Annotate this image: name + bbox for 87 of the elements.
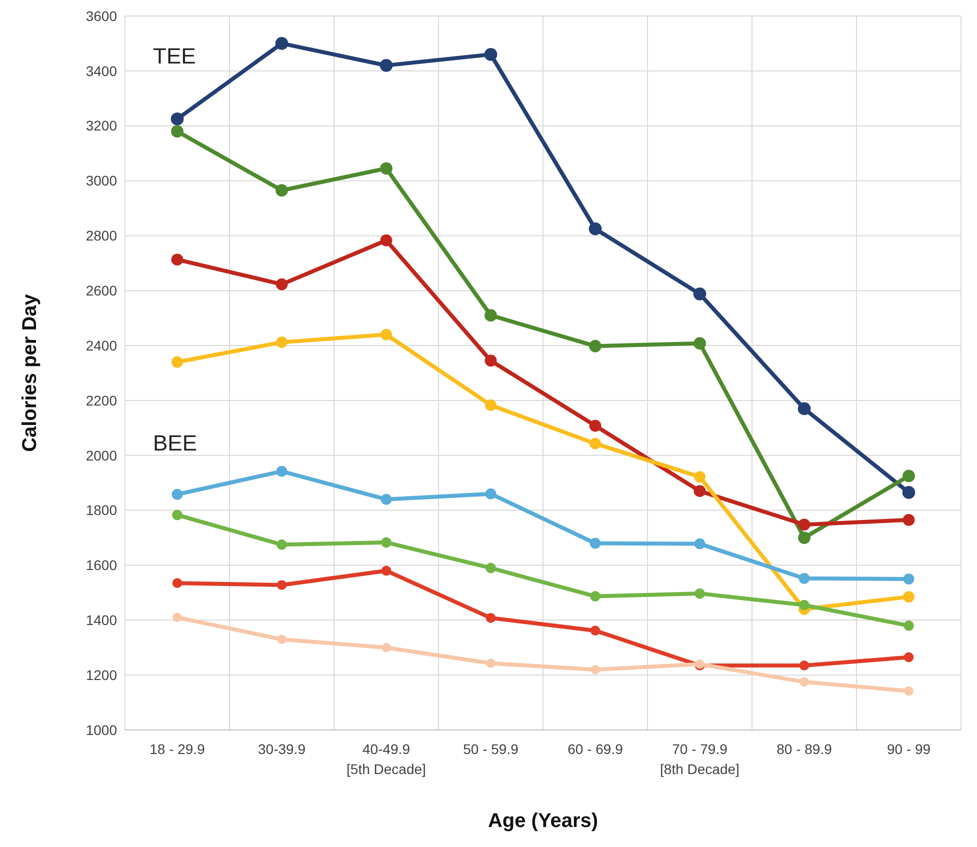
point — [798, 402, 811, 416]
point — [276, 466, 288, 477]
point — [694, 337, 706, 350]
point — [170, 112, 184, 126]
point — [904, 652, 914, 662]
point — [590, 664, 600, 674]
point — [902, 470, 915, 482]
point — [903, 591, 914, 603]
x-tick-label: 80 - 89.9 — [776, 741, 832, 757]
y-tick-label: 3000 — [86, 172, 118, 189]
point — [590, 591, 600, 602]
point — [171, 254, 184, 266]
x-tick-label: 60 - 69.9 — [568, 741, 624, 757]
y-tick-label: 2600 — [86, 282, 118, 299]
point — [486, 658, 496, 668]
annotation: TEE — [153, 44, 196, 69]
point — [276, 539, 287, 550]
point — [589, 340, 602, 352]
point — [380, 328, 392, 340]
point — [484, 354, 497, 367]
point — [694, 588, 705, 599]
y-tick-label: 2000 — [86, 447, 118, 464]
point — [171, 125, 184, 138]
y-tick-label: 1000 — [86, 722, 118, 738]
y-tick-label: 1200 — [86, 666, 118, 683]
x-tick-label: 90 - 99 — [886, 741, 931, 757]
point — [486, 613, 496, 623]
point — [590, 438, 601, 450]
y-tick-label: 1400 — [86, 612, 118, 628]
point — [381, 537, 392, 548]
point — [798, 532, 810, 544]
point — [590, 626, 600, 636]
point — [172, 578, 182, 588]
point — [484, 309, 497, 322]
point — [172, 356, 183, 368]
y-tick-label: 2400 — [86, 337, 118, 354]
point — [903, 574, 914, 584]
y-tick-label: 3600 — [86, 8, 118, 24]
point — [275, 37, 288, 50]
point — [380, 59, 393, 72]
point — [588, 222, 602, 236]
point — [381, 566, 392, 576]
point — [589, 420, 602, 432]
point — [276, 278, 288, 290]
y-tick-label: 2800 — [86, 228, 118, 244]
point — [484, 48, 498, 61]
point — [380, 494, 392, 505]
y-tick-label: 1600 — [86, 557, 118, 574]
y-axis-title: Calories per Day — [19, 293, 41, 452]
point — [382, 643, 391, 652]
point — [485, 488, 496, 500]
point — [380, 162, 392, 175]
point — [172, 612, 182, 622]
y-tick-label: 3400 — [86, 62, 118, 79]
point — [277, 634, 286, 644]
x-tick-label: 70 - 79.9 [8th Decade] — [660, 741, 740, 777]
point — [590, 538, 601, 549]
point — [799, 600, 810, 610]
x-axis-title: Age (Years) — [488, 810, 598, 832]
x-tick-label: 50 - 59.9 — [463, 741, 519, 757]
point — [276, 184, 288, 197]
point — [172, 510, 182, 520]
x-tick-label: 30-39.9 — [258, 741, 306, 757]
point — [694, 485, 706, 498]
point — [380, 234, 392, 246]
point — [694, 471, 706, 483]
point — [172, 488, 183, 500]
annotation: BEE — [153, 430, 198, 456]
point — [694, 538, 706, 550]
x-tick-label: 18 - 29.9 — [150, 741, 206, 757]
point — [799, 660, 810, 670]
point — [800, 677, 809, 687]
point — [276, 336, 288, 348]
point — [798, 518, 810, 531]
point — [693, 287, 706, 300]
point — [485, 399, 496, 411]
point — [902, 514, 915, 526]
y-tick-label: 2200 — [86, 392, 118, 408]
point — [904, 620, 914, 631]
point — [486, 562, 496, 574]
y-tick-label: 1800 — [86, 502, 118, 518]
point — [798, 572, 810, 584]
point — [904, 686, 914, 696]
point — [902, 486, 916, 499]
x-tick-label: 40-49.9 [5th Decade] — [346, 741, 426, 777]
point — [276, 580, 287, 590]
y-tick-label: 3200 — [86, 118, 118, 134]
